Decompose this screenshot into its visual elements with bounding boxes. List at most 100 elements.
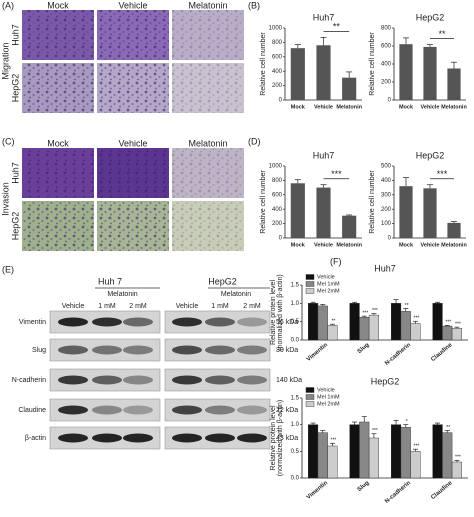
- blot-band: [58, 375, 88, 385]
- size-label: 56 kDa: [276, 319, 298, 326]
- x-tick-label: Mock: [399, 104, 414, 110]
- blot-strip: [164, 398, 271, 422]
- bar: [400, 427, 411, 479]
- bar: [349, 303, 360, 341]
- lane-label: Vehicle: [176, 303, 199, 310]
- significance: **: [405, 303, 409, 309]
- column-label: Vehicle: [118, 0, 147, 10]
- panel-letter: (C): [2, 136, 15, 146]
- y-tick-label: 400: [272, 69, 283, 75]
- blot-band: [237, 345, 267, 355]
- legend-label: Mel 1mM: [317, 394, 340, 400]
- column-label: Melatonin: [188, 0, 227, 10]
- legend-swatch: [305, 401, 315, 407]
- protein-label: Claudine: [18, 407, 46, 414]
- significance: **: [333, 22, 341, 32]
- micrograph-cells: [172, 63, 244, 113]
- y-axis-label: Relative protein level: [270, 405, 277, 470]
- x-tick-label: Vehicle: [314, 242, 333, 248]
- legend-label: Mel 2mM: [317, 288, 340, 294]
- column-label: Mock: [47, 138, 69, 148]
- panel-letter: (E): [2, 264, 14, 274]
- micrograph-cells: [22, 10, 94, 60]
- bar: [308, 303, 319, 341]
- chart-title: HepG2: [416, 12, 445, 22]
- size-label: 22 kDa: [276, 407, 298, 414]
- y-tick-label: 0: [279, 98, 283, 104]
- lane-label: 1 mM: [98, 303, 116, 310]
- micrograph-cells: [97, 10, 169, 60]
- bar: [317, 432, 328, 479]
- bar: [316, 187, 331, 238]
- blot-band: [123, 317, 153, 327]
- legend-swatch: [305, 387, 315, 393]
- significance: ***: [414, 444, 420, 450]
- bar: [432, 303, 443, 341]
- x-tick-label: Vimentin: [306, 480, 329, 501]
- significance: **: [446, 425, 450, 431]
- legend-swatch: [305, 394, 315, 400]
- micrograph-cells: [97, 63, 169, 113]
- treatment-label: Melatonin: [107, 291, 137, 298]
- bar: [342, 77, 357, 100]
- blot-band: [205, 345, 235, 355]
- bar: [399, 186, 413, 238]
- y-tick-label: 0.0: [291, 476, 300, 482]
- bar: [442, 325, 453, 341]
- blot-band: [92, 345, 122, 355]
- x-tick-label: Vimentin: [306, 342, 329, 363]
- y-axis-label: (normalized with β-actin): [277, 274, 284, 350]
- significance: **: [331, 319, 335, 325]
- micrograph-cells: [97, 201, 169, 251]
- lane-label: 2 mM: [129, 303, 147, 310]
- bar: [432, 424, 443, 479]
- y-tick-label: 0: [388, 98, 392, 104]
- significance: ***: [331, 438, 337, 444]
- row-label: HepG2: [10, 74, 20, 103]
- panel-letter: (B): [248, 0, 260, 10]
- y-tick-label: 0.5: [291, 319, 300, 325]
- bar: [400, 311, 411, 341]
- blot-group: HepG2: [208, 276, 237, 286]
- y-axis-label: Relative cell number: [260, 32, 267, 96]
- blot-band: [172, 433, 202, 443]
- protein-label: Vimentin: [19, 319, 46, 326]
- bar: [391, 424, 402, 479]
- bar: [342, 215, 357, 238]
- protein-label: β-actin: [25, 435, 46, 442]
- y-tick-label: 200: [272, 83, 283, 89]
- y-tick-label: 300: [381, 192, 392, 198]
- y-axis-label: Relative cell number: [369, 170, 376, 234]
- chart-title: Huh7: [313, 150, 335, 160]
- legend-label: Mel 2mM: [317, 401, 340, 407]
- significance: **: [438, 29, 446, 39]
- x-tick-label: Melatonin: [336, 242, 362, 248]
- y-tick-label: 0: [388, 236, 392, 242]
- bar: [451, 461, 462, 479]
- lane-label: 2 mM: [243, 303, 261, 310]
- bar: [308, 424, 319, 479]
- chart-title: Huh7: [374, 263, 396, 273]
- y-axis-label: (normalized with β-actin): [277, 400, 284, 476]
- size-label: 30 kDa: [276, 347, 298, 354]
- significance: ***: [414, 316, 420, 322]
- assay-label: Invasion: [0, 182, 10, 216]
- bar: [290, 48, 305, 100]
- panel-letter: (F): [330, 256, 342, 266]
- blot-band: [205, 375, 235, 385]
- blot-band: [237, 405, 267, 415]
- x-tick-label: Slug: [357, 480, 371, 493]
- bar: [327, 325, 338, 341]
- blot-band: [205, 405, 235, 415]
- y-tick-label: 1000: [269, 164, 283, 170]
- bar: [359, 421, 370, 479]
- blot-band: [123, 405, 153, 415]
- y-tick-label: 400: [381, 62, 392, 68]
- y-tick-label: 1.0: [291, 422, 300, 428]
- protein-label: N-cadherin: [12, 377, 46, 384]
- blot-band: [172, 405, 202, 415]
- blot-band: [172, 317, 202, 327]
- x-tick-label: Melatonin: [441, 242, 467, 248]
- blot-band: [58, 433, 88, 443]
- y-tick-label: 0.0: [291, 338, 300, 344]
